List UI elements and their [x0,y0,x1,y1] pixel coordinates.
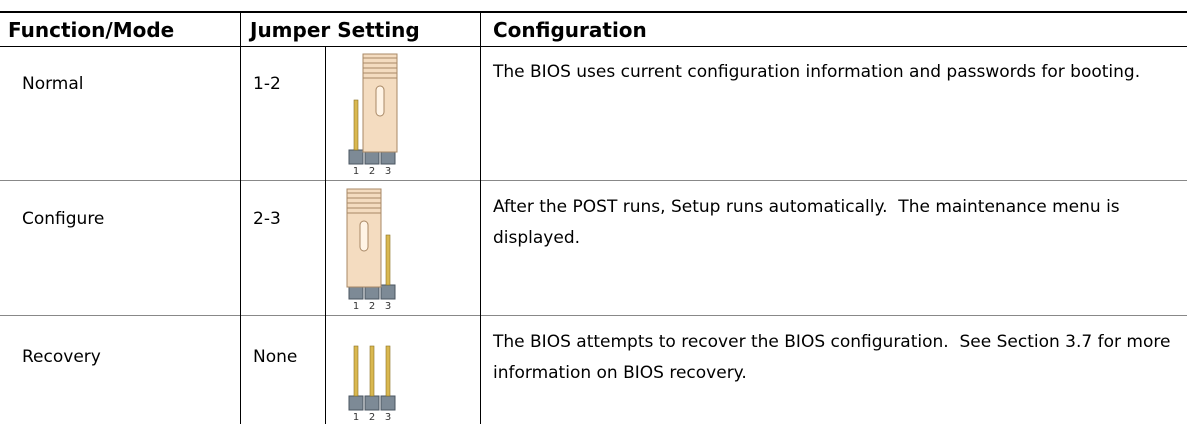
setting: 2-3 [253,209,281,229]
cap-slot [359,220,369,252]
pin-base [364,395,380,411]
pin-label: 3 [385,301,391,312]
pin [353,345,359,397]
col-border [240,13,241,424]
pin-label: 1 [353,166,359,177]
header-cell: Jumper Setting [250,18,420,42]
mode: Configure [22,209,105,229]
mode: Recovery [22,347,101,367]
header-cell: Function/Mode [8,18,175,42]
pin-label: 1 [353,412,359,423]
pin-base [380,395,396,411]
description: After the POST runs, Setup runs automati… [493,197,1126,248]
description: The BIOS uses current configuration info… [493,62,1141,82]
rule [0,46,1187,47]
pin-base [380,284,396,300]
mode: Normal [22,74,84,94]
col-border [480,13,481,424]
rule [0,315,1187,316]
pin-label: 1 [353,301,359,312]
header-cell: Configuration [493,18,647,42]
pin [385,345,391,397]
setting: None [253,347,298,367]
description: The BIOS attempts to recover the BIOS co… [493,332,1176,383]
cap-slot [375,85,385,117]
col-border [325,47,326,424]
setting: 1-2 [253,74,281,94]
pin-label: 2 [369,301,375,312]
rule [0,180,1187,181]
pin [369,345,375,397]
pin [353,99,359,151]
pin-base [348,149,364,165]
pin-label: 2 [369,412,375,423]
pin-base [348,395,364,411]
pin-label: 2 [369,166,375,177]
rule [0,11,1187,13]
pin [385,234,391,286]
pin-label: 3 [385,166,391,177]
pin-label: 3 [385,412,391,423]
